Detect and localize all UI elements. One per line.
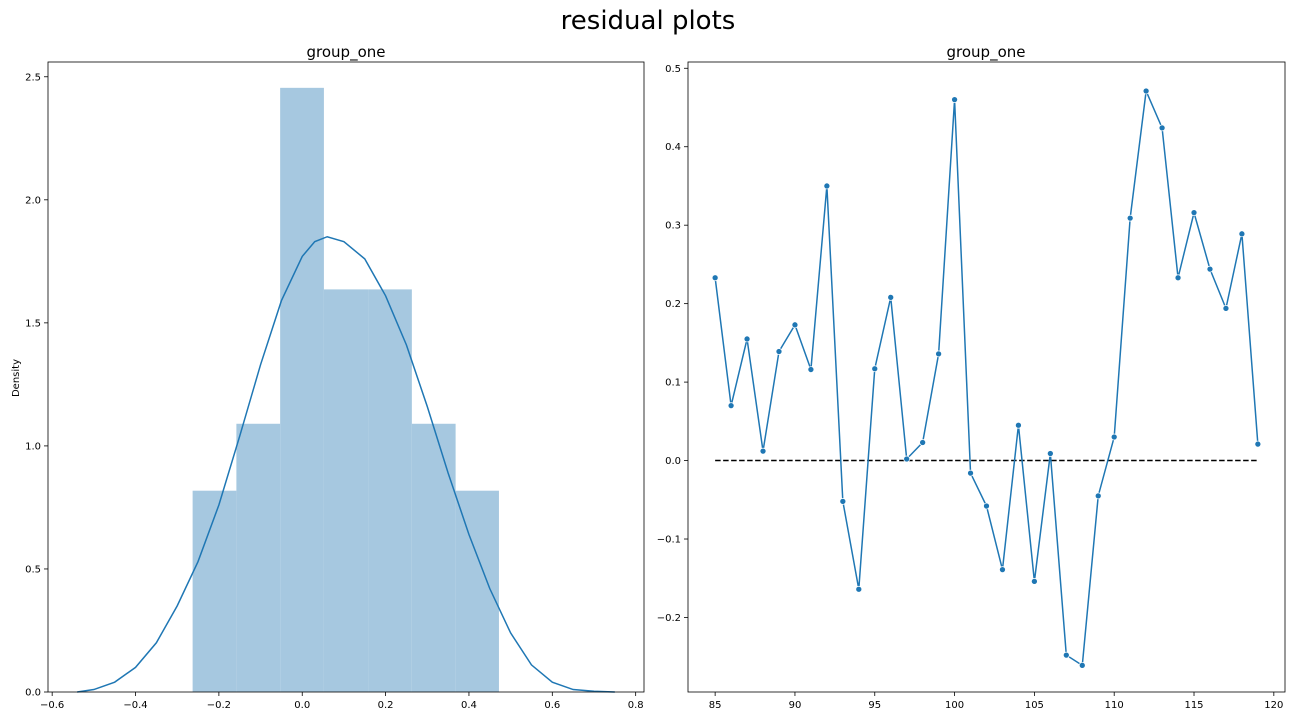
x-tick-label: 0.0 [294,700,310,711]
data-point [1126,214,1134,222]
x-tick-label: 0.6 [544,700,560,711]
histogram-bar [192,490,237,692]
data-point [871,365,879,373]
x-tick-label: 85 [709,700,722,711]
y-tick-label: 0.0 [25,688,41,699]
histogram-bar [411,423,456,692]
y-tick-label: 0.5 [25,564,41,575]
residual-line-panel: group_one 85 90 95 100 105 110 115 120 −0.2 −0.1… [657,43,1286,711]
data-point [951,96,958,104]
y-tick-label: 0.5 [665,64,681,75]
histogram-bar [368,289,412,692]
data-point [1110,433,1118,441]
data-point [887,294,895,301]
y-tick-label: 0.3 [665,221,681,232]
line-y-ticks: −0.2 −0.1 0.0 0.1 0.2 0.3 0.4 0.5 [657,64,688,624]
y-tick-label: 0.2 [665,299,681,310]
data-point [1206,265,1214,273]
data-point [775,348,783,355]
histogram-axes-frame [47,61,645,693]
x-tick-label: −0.6 [40,700,64,711]
data-point [999,566,1006,573]
data-point [839,498,847,505]
y-tick-label: −0.1 [657,535,681,546]
x-tick-label: 90 [789,700,802,711]
x-tick-label: 100 [945,700,964,711]
data-point [919,439,926,446]
data-point [1158,124,1166,132]
data-point [1254,440,1262,448]
y-tick-label: 2.0 [25,195,41,206]
data-point [759,447,767,455]
data-point [1142,87,1150,95]
data-point [1031,578,1038,585]
data-point [1078,661,1086,669]
x-tick-label: 0.8 [628,700,644,711]
data-point [791,321,799,329]
histogram-bar [236,423,281,692]
histogram-bar [280,87,324,692]
data-point [1062,651,1070,659]
y-tick-label: 0.0 [665,456,681,467]
x-tick-label: 0.2 [378,700,394,711]
histogram-bars [192,87,499,692]
kde-curve [77,235,615,693]
y-tick-label: 1.0 [25,441,41,452]
histogram-bar [455,490,499,692]
histogram-panel: group_one Density −0.6 −0.4 −0.2 0.0 0.2 0.4 0… [11,43,645,711]
data-point [903,455,911,463]
x-tick-label: 0.4 [461,700,477,711]
data-point [935,350,942,358]
y-tick-label: 1.5 [25,318,41,329]
data-point [807,366,815,373]
residual-markers [711,87,1262,669]
figure-title: residual plots [560,6,736,36]
histogram-x-ticks: −0.6 −0.4 −0.2 0.0 0.2 0.4 0.6 0.8 [40,692,644,711]
histogram-ylabel: Density [11,359,22,397]
x-tick-label: −0.4 [123,700,147,711]
line-x-ticks: 85 90 95 100 105 110 115 120 [709,692,1283,711]
data-point [727,402,735,409]
x-tick-label: 105 [1025,700,1044,711]
x-tick-label: 95 [868,700,881,711]
x-tick-label: 120 [1264,700,1283,711]
y-tick-label: 0.4 [665,142,681,153]
data-point [983,502,990,510]
y-tick-label: 0.1 [665,378,681,389]
residual-series-line [714,88,1259,667]
x-tick-label: 110 [1105,700,1124,711]
x-tick-label: −0.2 [207,700,231,711]
data-point [711,274,719,282]
y-tick-label: 2.5 [25,72,41,83]
data-point [1190,209,1198,216]
histogram-title: group_one [307,43,386,62]
y-tick-label: −0.2 [657,613,681,624]
data-point [855,585,863,593]
data-point [823,182,831,190]
data-point [1238,230,1246,238]
data-point [1174,274,1182,282]
data-point [1094,492,1102,500]
data-point [967,469,974,477]
data-point [743,335,751,343]
histogram-y-ticks: 0.0 0.5 1.0 1.5 2.0 2.5 [25,72,48,699]
data-point [1015,421,1022,429]
data-point [1222,305,1230,312]
line-axes-frame [687,61,1286,693]
histogram-bar [323,289,369,692]
x-tick-label: 115 [1184,700,1203,711]
line-title: group_one [947,43,1026,62]
data-point [1047,450,1054,457]
